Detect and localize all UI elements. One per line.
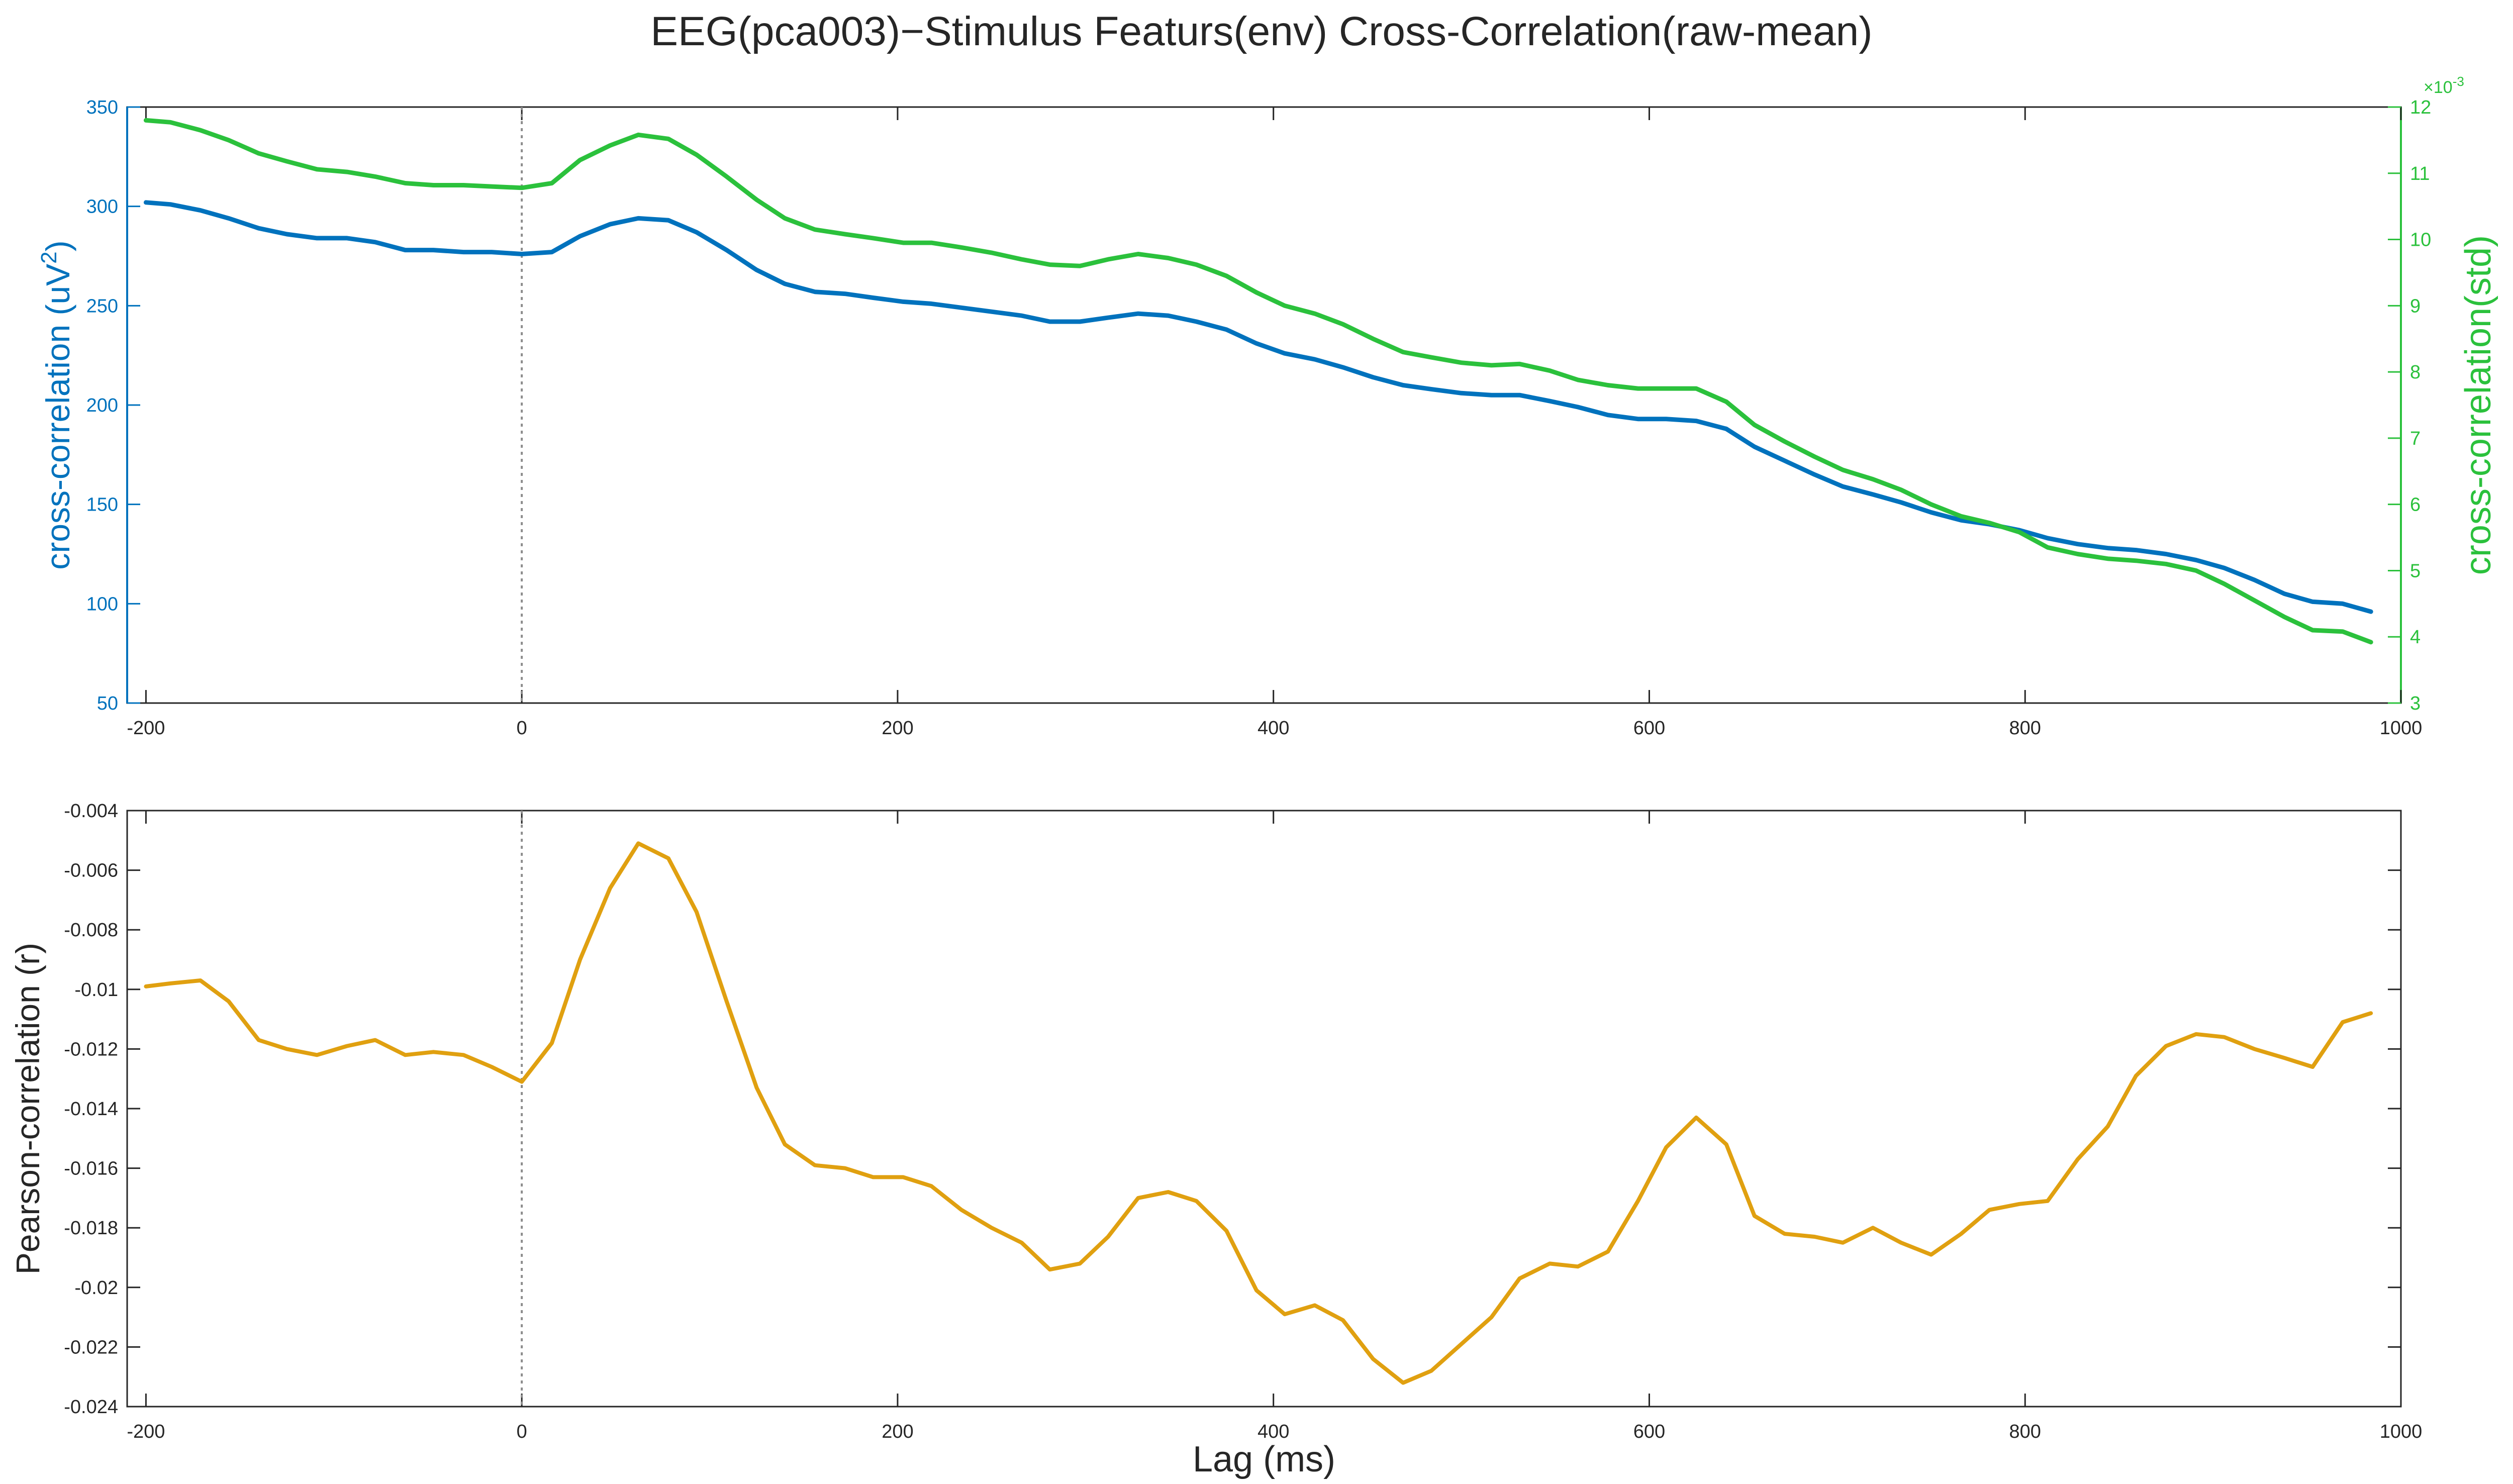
y-tick-label: -0.024 [64,1397,118,1418]
y-tick-label: -0.006 [64,860,118,881]
top-left-y-label-sup: 2 [37,251,61,263]
right-y-tick-label: 7 [2410,428,2421,449]
series-line-pearson [144,841,2373,1385]
top-left-y-label: cross-correlation (uV2) [37,240,76,569]
x-tick-label: -200 [127,718,165,739]
x-tick-label: 600 [1633,1421,1665,1442]
series-line-std [143,118,2373,645]
right-y-tick-label: 12 [2410,97,2431,118]
x-tick-label: 600 [1633,718,1665,739]
bottom-series-group [144,841,2373,1385]
top-right-y-label: cross-correlation(std) [2458,235,2498,575]
y-tick-label: -0.012 [64,1039,118,1060]
left-y-tick-label: 250 [86,295,118,317]
x-tick-label: 400 [1258,1421,1289,1442]
top-right-y-axis: 3 4 5 6 7 8 9 10 11 12 [2388,97,2431,714]
x-tick-label: 400 [1258,718,1289,739]
x-tick-label: 1000 [2380,718,2423,739]
right-y-tick-label: 9 [2410,295,2421,317]
left-y-tick-label: 50 [97,693,118,714]
y-tick-label: -0.004 [64,801,118,822]
y-tick-label: -0.008 [64,920,118,941]
top-series-group [143,118,2373,645]
left-y-tick-label: 350 [86,97,118,118]
left-y-tick-label: 200 [86,395,118,416]
y-tick-label: -0.02 [74,1277,118,1299]
right-y-tick-label: 8 [2410,362,2421,383]
y-tick-label: -0.014 [64,1099,118,1120]
top-plot-box [126,106,2402,704]
bottom-chart: -200 0 200 400 600 800 1000 -0.024-0.022-0.02-… [9,801,2422,1479]
right-y-tick-label: 11 [2410,163,2430,184]
left-y-tick-label: 150 [86,494,118,516]
bottom-x-axis: -200 0 200 400 600 800 1000 [127,811,2422,1442]
top-left-y-axis: 50 100 150 200 250 300 350 [86,97,140,714]
bottom-plot-box [126,810,2402,1408]
y-tick-label: -0.018 [64,1218,118,1239]
x-tick-label: 0 [517,1421,527,1442]
x-tick-label: 800 [2009,1421,2041,1442]
right-y-tick-label: 6 [2410,494,2421,516]
top-chart: -200 0 200 400 600 800 1000 50 100 150 200 250 300 3… [37,74,2498,739]
y-tick-label: -0.016 [64,1158,118,1179]
x-tick-label: -200 [127,1421,165,1442]
y-tick-label: -0.022 [64,1337,118,1358]
figure-title: EEG(pca003)−Stimulus Featurs(env) Cross-… [650,9,1872,54]
left-y-tick-label: 300 [86,196,118,218]
bottom-y-axis: -0.024 -0.022 -0.02 -0.018 -0.016 -0.014 -0.01… [64,801,2401,1418]
right-y-tick-label: 3 [2410,693,2421,714]
right-y-tick-label: 10 [2410,230,2431,251]
y-tick-label: -0.01 [74,979,118,1001]
top-right-exponent: ×10-3 [2424,74,2464,97]
x-tick-label: 0 [517,718,527,739]
x-tick-label: 1000 [2380,1421,2423,1442]
bottom-y-label: Pearson-correlation (r) [9,943,46,1274]
x-tick-label: 800 [2009,718,2041,739]
right-y-tick-label: 5 [2410,560,2421,581]
x-tick-label: 200 [882,1421,913,1442]
left-y-tick-label: 100 [86,593,118,615]
x-tick-label: 200 [882,718,913,739]
right-y-tick-label: 4 [2410,627,2421,648]
bottom-x-label: Lag (ms) [1193,1439,1335,1479]
